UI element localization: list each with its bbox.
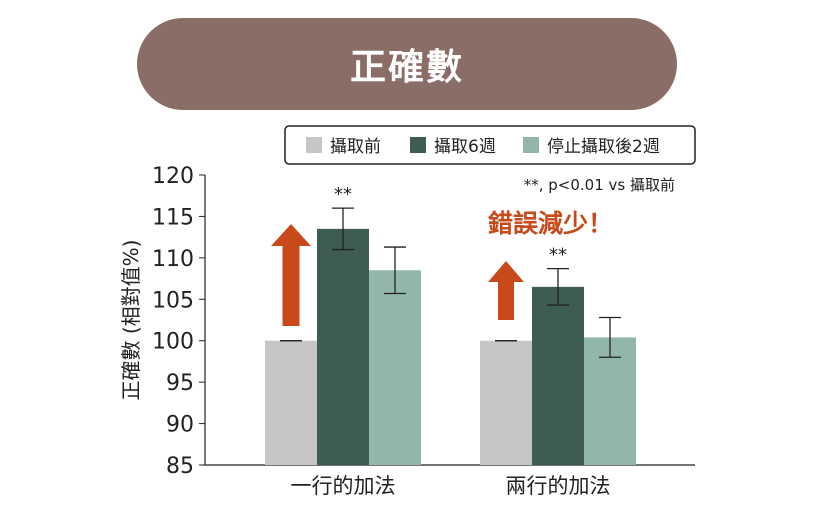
legend: 攝取前 攝取6週 停止攝取後2週 (306, 137, 660, 157)
legend-swatch (306, 137, 322, 153)
significance-mark: ** (549, 245, 567, 266)
legend-label: 停止攝取後2週 (547, 137, 660, 157)
legend-swatch (410, 137, 426, 153)
legend-box (284, 125, 696, 165)
chart-title: 正確數 (349, 47, 464, 88)
up-arrow (271, 224, 311, 326)
y-tick-label: 95 (166, 371, 194, 396)
bar (480, 340, 532, 465)
y-tick-label: 110 (152, 247, 194, 272)
y-tick-label: 105 (152, 288, 194, 313)
up-arrow (488, 261, 524, 320)
arrows (271, 224, 524, 326)
bar (265, 340, 317, 465)
legend-swatch (523, 137, 539, 153)
annotation-text: 錯誤減少！ (488, 209, 613, 238)
y-tick-label: 115 (152, 205, 194, 230)
x-tick-label: 兩行的加法 (506, 474, 611, 498)
significance-mark: ** (334, 184, 352, 205)
y-tick-label: 90 (166, 413, 194, 438)
legend-label: 攝取6週 (434, 137, 496, 157)
bar (584, 337, 636, 465)
bar (532, 286, 584, 465)
y-tick-label: 100 (152, 330, 194, 355)
x-tick-label: 一行的加法 (291, 474, 396, 498)
y-ticks: 85 90 95 100 105 110 115 120 (152, 164, 205, 479)
legend-label: 攝取前 (330, 137, 381, 157)
significance-note: **, p<0.01 vs 攝取前 (524, 176, 675, 194)
y-tick-label: 120 (152, 164, 194, 189)
title-banner: 正確數 (137, 18, 677, 110)
y-axis-label: 正確數 (相對值%) (119, 240, 143, 401)
y-tick-label: 85 (166, 454, 194, 479)
bars: ** ** (265, 184, 636, 465)
x-labels: 一行的加法 兩行的加法 (291, 474, 611, 498)
bar (369, 270, 421, 465)
bar (317, 228, 369, 465)
